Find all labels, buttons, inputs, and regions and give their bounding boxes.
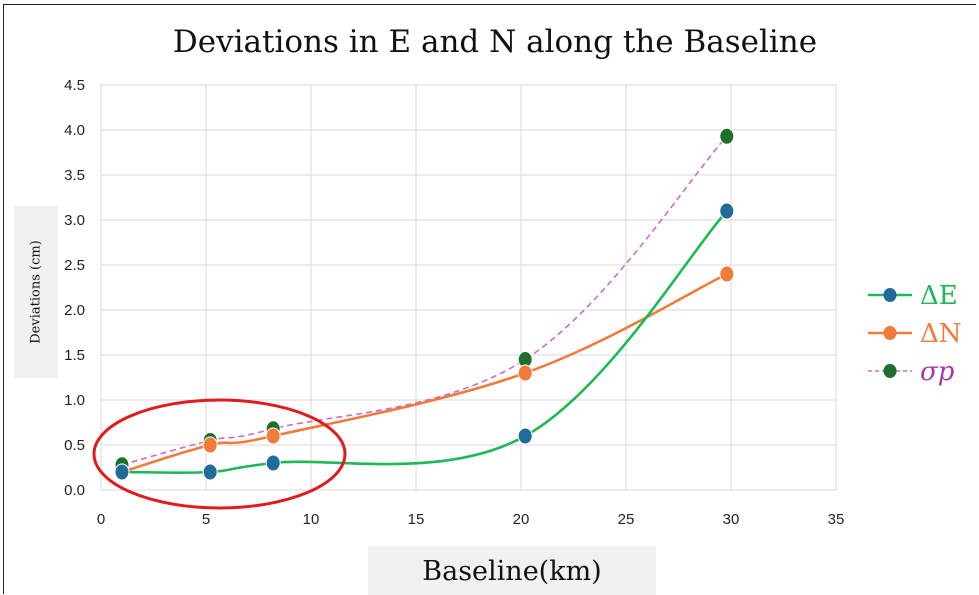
y-tick-label: 0.5 <box>64 437 85 454</box>
data-point <box>517 364 533 382</box>
x-tick-label: 20 <box>513 511 530 528</box>
highlight-ellipse <box>92 398 347 510</box>
data-point <box>265 427 281 445</box>
x-tick-label: 5 <box>202 511 210 528</box>
legend-label-1: ΔN <box>920 319 962 349</box>
series-line-2 <box>121 135 728 466</box>
x-tick-label: 35 <box>828 511 845 528</box>
y-tick-label: 4.5 <box>64 77 85 94</box>
y-tick-label: 2.5 <box>64 257 85 274</box>
legend-marker-1 <box>883 326 897 340</box>
data-point <box>517 427 533 445</box>
data-point <box>719 265 735 283</box>
y-tick-label: 2.0 <box>64 302 85 319</box>
chart-title: Deviations in E and N along the Baseline <box>172 24 818 60</box>
x-axis-label: Baseline(km) <box>422 556 602 587</box>
data-point <box>719 127 735 145</box>
y-tick-label: 3.5 <box>64 167 85 184</box>
x-tick-label: 0 <box>97 511 105 528</box>
legend-marker-0 <box>883 288 897 302</box>
data-point <box>202 436 218 454</box>
y-tick-label: 0.0 <box>64 482 85 499</box>
x-tick-label: 30 <box>723 511 740 528</box>
y-tick-label: 4.0 <box>64 122 85 139</box>
legend-label-0: ΔE <box>920 281 958 311</box>
y-axis-label-background <box>14 206 58 378</box>
y-tick-label: 1.5 <box>64 347 85 364</box>
data-point <box>202 463 218 481</box>
data-point <box>719 202 735 220</box>
x-axis-label-background <box>368 546 656 595</box>
legend-marker-2 <box>883 364 897 378</box>
y-tick-label: 3.0 <box>64 212 85 229</box>
data-point <box>114 463 130 481</box>
legend-label-2: σp <box>920 357 955 387</box>
x-tick-label: 10 <box>303 511 320 528</box>
x-tick-label: 15 <box>408 511 425 528</box>
chart-frame <box>3 4 976 594</box>
data-point <box>265 454 281 472</box>
y-tick-label: 1.0 <box>64 392 85 409</box>
x-tick-label: 25 <box>618 511 635 528</box>
